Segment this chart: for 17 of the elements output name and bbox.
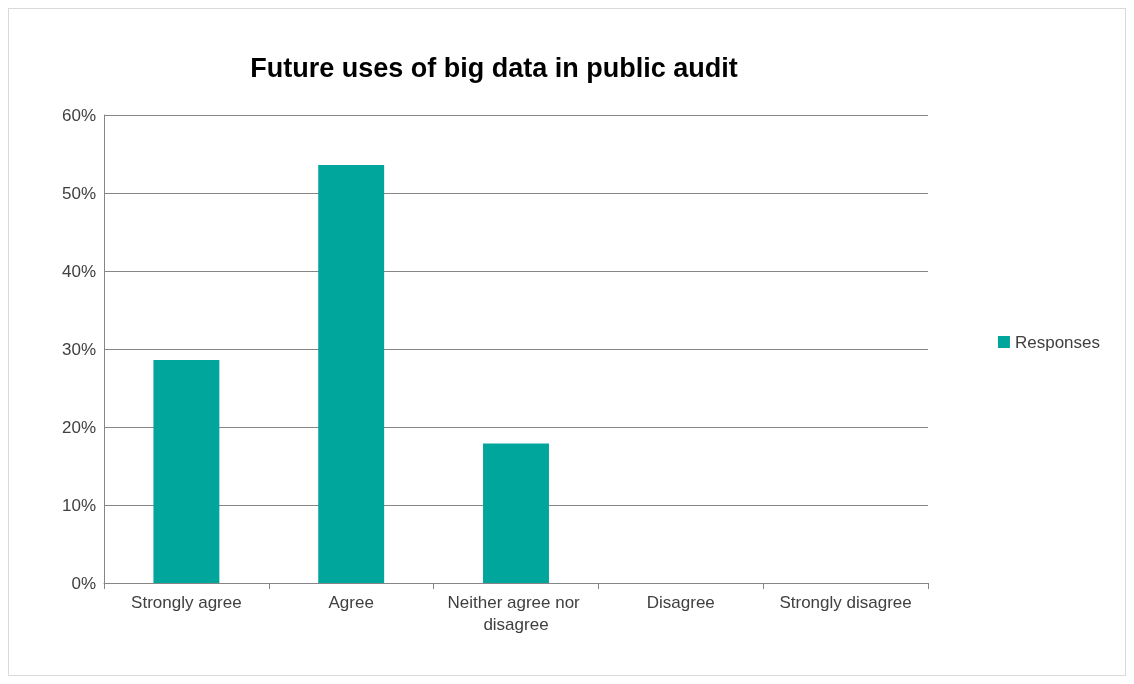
y-tick-label: 60% [61,105,96,125]
chart-title: Future uses of big data in public audit [250,52,738,83]
x-tick-label: Strongly disagree [779,592,912,612]
bar [153,359,220,583]
x-tick-label: Agree [328,592,374,612]
y-tick-label: 40% [61,261,96,281]
x-tick-label: Strongly agree [131,592,242,612]
y-tick-label: 30% [61,339,96,359]
bar [318,164,385,583]
y-tick-label: 0% [71,573,96,593]
x-tick-label: Neither agree nor disagree [447,592,585,634]
legend-label: Responses [1014,332,1101,352]
bar [483,443,549,583]
y-tick-label: 10% [61,495,96,515]
y-tick-label: 20% [61,417,96,437]
y-tick-label: 50% [61,183,96,203]
x-tick-label: Disagree [646,592,715,612]
